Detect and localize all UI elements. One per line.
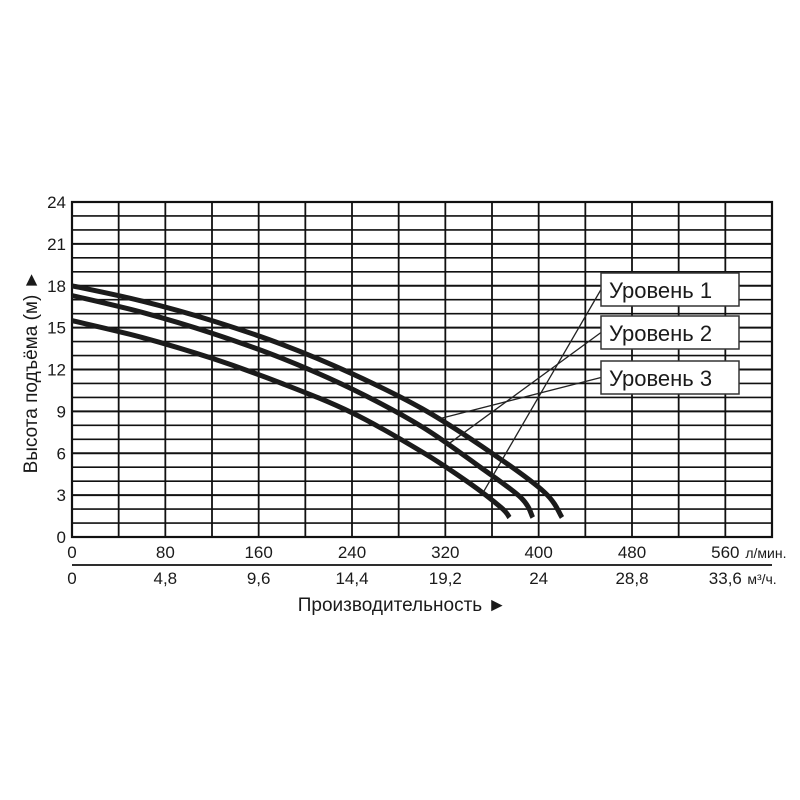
legend-box-2 <box>600 315 740 350</box>
x-tick-label-top: 560 <box>711 543 739 562</box>
x-tick-label-top: 240 <box>338 543 366 562</box>
x-axis-ticks-top: 0 80 160 240 320 400 480 560 <box>67 543 739 562</box>
legend-leader-3 <box>438 376 602 420</box>
x-tick-label-bottom: 0 <box>67 569 76 588</box>
y-tick-label: 9 <box>57 402 66 421</box>
x-tick-label-top: 80 <box>156 543 175 562</box>
legend-box-3 <box>600 360 740 395</box>
series-3-line <box>71 283 565 519</box>
y-tick-label: 24 <box>47 193 66 212</box>
x-tick-label-top: 0 <box>67 543 76 562</box>
legend-label-1: Уровень 1 <box>609 278 712 303</box>
x-tick-label-bottom: 9,6 <box>247 569 271 588</box>
x-tick-label-top: 160 <box>244 543 272 562</box>
x-axis-title: Производительность ► <box>298 595 507 616</box>
series-2-line <box>71 293 536 519</box>
x-tick-label-top: 480 <box>618 543 646 562</box>
series-1-line <box>71 318 512 520</box>
legend-box-1 <box>600 272 740 307</box>
y-tick-label: 3 <box>57 486 66 505</box>
y-axis-title: Высота подъёма (м) ► <box>21 271 42 474</box>
legend-label-2: Уровень 2 <box>609 321 712 346</box>
chart-legend: Уровень 1 Уровень 2 Уровень 3 <box>600 272 740 395</box>
x-tick-label-top: 320 <box>431 543 459 562</box>
legend-leader-1 <box>482 289 602 494</box>
x-tick-label-bottom: 4,8 <box>154 569 178 588</box>
plot-frame <box>70 200 774 539</box>
legend-leader-2 <box>447 331 602 446</box>
x-unit-top-label: л/мин. <box>745 545 786 561</box>
x-axis-ticks-bottom: 0 4,8 9,6 14,4 19,2 24 28,8 33,6 <box>67 569 742 588</box>
y-tick-label: 21 <box>47 235 66 254</box>
x-unit-bottom-label: м³/ч. <box>747 571 776 587</box>
y-axis-ticks: 0 3 6 9 12 15 18 21 24 <box>47 193 66 547</box>
y-tick-label: 15 <box>47 319 66 338</box>
x-tick-label-bottom: 19,2 <box>429 569 462 588</box>
legend-leaders <box>438 289 602 494</box>
y-tick-label: 18 <box>47 277 66 296</box>
legend-label-3: Уровень 3 <box>609 366 712 391</box>
y-tick-label: 12 <box>47 361 66 380</box>
x-tick-label-bottom: 24 <box>529 569 548 588</box>
x-tick-label-bottom: 28,8 <box>615 569 648 588</box>
x-tick-label-bottom: 33,6 <box>709 569 742 588</box>
y-tick-label: 6 <box>57 444 66 463</box>
chart-curves <box>71 283 565 520</box>
y-tick-label: 0 <box>57 528 66 547</box>
x-tick-label-top: 400 <box>524 543 552 562</box>
x-tick-label-bottom: 14,4 <box>335 569 368 588</box>
chart-grid <box>70 200 774 539</box>
